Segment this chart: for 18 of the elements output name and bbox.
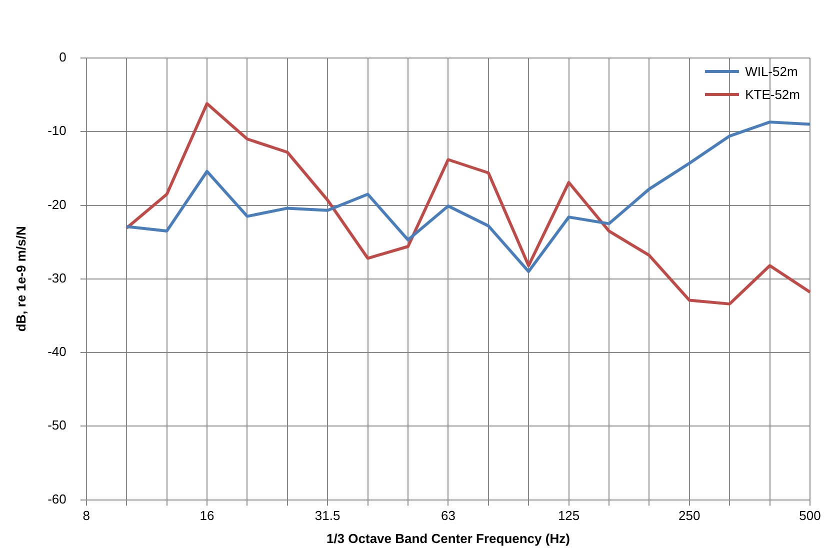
y-tick-label: -10 <box>48 123 66 138</box>
y-tick-label: -50 <box>48 418 66 433</box>
x-tick-label: 500 <box>799 508 821 524</box>
legend-label: WIL-52m <box>745 64 798 79</box>
y-tick-label: -20 <box>48 196 66 212</box>
y-tick-label: -40 <box>48 344 66 360</box>
y-axis-title: dB, re 1e-9 m/s/N <box>13 226 28 332</box>
y-tick-label: 0 <box>59 50 66 65</box>
y-tick-label: -60 <box>48 491 66 506</box>
x-tick-label: 125 <box>558 508 580 524</box>
x-tick-label: 31.5 <box>314 508 340 524</box>
x-tick-label: 63 <box>440 508 456 524</box>
x-tick-label: 8 <box>82 508 90 524</box>
x-axis-title: 1/3 Octave Band Center Frequency (Hz) <box>326 530 570 546</box>
x-tick-label: 250 <box>678 508 700 524</box>
legend-label: KTE-52m <box>745 87 800 102</box>
y-tick-label: -30 <box>48 270 66 286</box>
x-tick-label: 16 <box>200 508 214 524</box>
